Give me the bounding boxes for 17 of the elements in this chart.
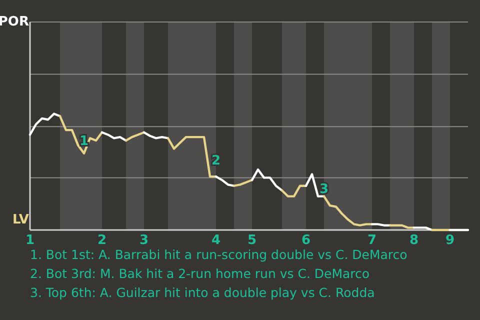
x-tick-label: 5 bbox=[247, 233, 257, 248]
text: 1. Bot 1st: A. Barrabi hit a run-scoring double vs C. DeMarco bbox=[30, 247, 408, 262]
x-tick-label: 1 bbox=[25, 233, 35, 248]
x-tick-label: 8 bbox=[409, 233, 419, 248]
text: LV bbox=[12, 212, 29, 228]
annotation: 1 bbox=[79, 134, 89, 150]
text: 2. Bot 3rd: M. Bak hit a 2-run home run vs C. DeMarco bbox=[30, 266, 370, 281]
x-tick-label: 4 bbox=[211, 233, 221, 248]
x-tick-label: 2 bbox=[97, 233, 107, 248]
text: POR bbox=[0, 14, 29, 30]
annotation: 2 bbox=[211, 153, 221, 168]
annotation: 3 bbox=[319, 182, 329, 197]
x-tick-label: 6 bbox=[301, 233, 311, 248]
x-tick-label: 7 bbox=[367, 233, 377, 248]
x-tick-label: 3 bbox=[139, 233, 149, 248]
text: 3. Top 6th: A. Guilzar hit into a double play vs C. Rodda bbox=[30, 285, 375, 300]
x-tick-label: 9 bbox=[445, 233, 455, 248]
